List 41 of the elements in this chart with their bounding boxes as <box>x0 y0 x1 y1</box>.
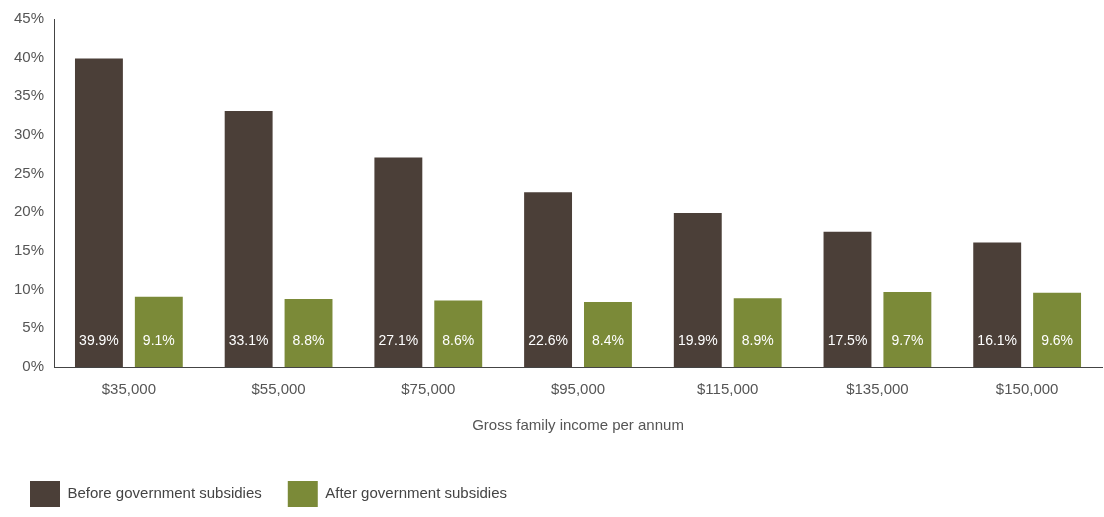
x-tick-label: $55,000 <box>251 380 306 398</box>
x-tick-label: $115,000 <box>697 380 759 398</box>
y-tick-label: 40% <box>13 47 45 65</box>
data-label: 9.6% <box>1041 331 1074 348</box>
bar <box>1033 292 1082 367</box>
x-tick-label: $150,000 <box>995 380 1059 398</box>
y-tick-label: 15% <box>13 241 45 259</box>
bar <box>883 291 932 367</box>
data-label: 22.6% <box>528 331 568 348</box>
data-label: 8.9% <box>741 331 774 348</box>
data-label: 16.1% <box>977 331 1018 348</box>
bar <box>733 298 782 367</box>
bar <box>584 302 632 367</box>
bar <box>284 298 333 367</box>
y-tick-label: 35% <box>13 86 45 104</box>
data-label: 17.5% <box>827 331 868 348</box>
data-label: 9.7% <box>891 331 924 348</box>
x-tick-label: $135,000 <box>846 380 909 398</box>
data-label: 39.9% <box>79 331 119 348</box>
data-label: 9.1% <box>142 331 175 348</box>
legend-label: After government subsidies <box>325 484 508 502</box>
data-label: 8.8% <box>292 331 325 348</box>
data-label: 8.4% <box>591 331 624 348</box>
x-tick-label: $75,000 <box>401 380 456 398</box>
y-tick-label: 30% <box>13 125 45 143</box>
y-tick-label: 25% <box>13 163 45 181</box>
data-label: 19.9% <box>677 331 718 348</box>
y-tick-label: 45% <box>13 9 45 27</box>
data-label: 8.6% <box>442 331 475 348</box>
y-tick-label: 5% <box>22 318 45 336</box>
data-label: 27.1% <box>378 331 419 348</box>
y-tick-label: 10% <box>13 279 45 297</box>
data-label: 33.1% <box>228 331 269 348</box>
y-tick-label: 20% <box>13 202 45 220</box>
x-axis-title: Gross family income per annum <box>472 416 684 434</box>
legend-label: Before government subsidies <box>67 484 262 502</box>
y-tick-label: 0% <box>22 357 45 375</box>
x-tick-label: $35,000 <box>101 380 156 398</box>
x-tick-label: $95,000 <box>550 380 606 398</box>
bar <box>434 300 483 367</box>
bar <box>134 296 183 367</box>
